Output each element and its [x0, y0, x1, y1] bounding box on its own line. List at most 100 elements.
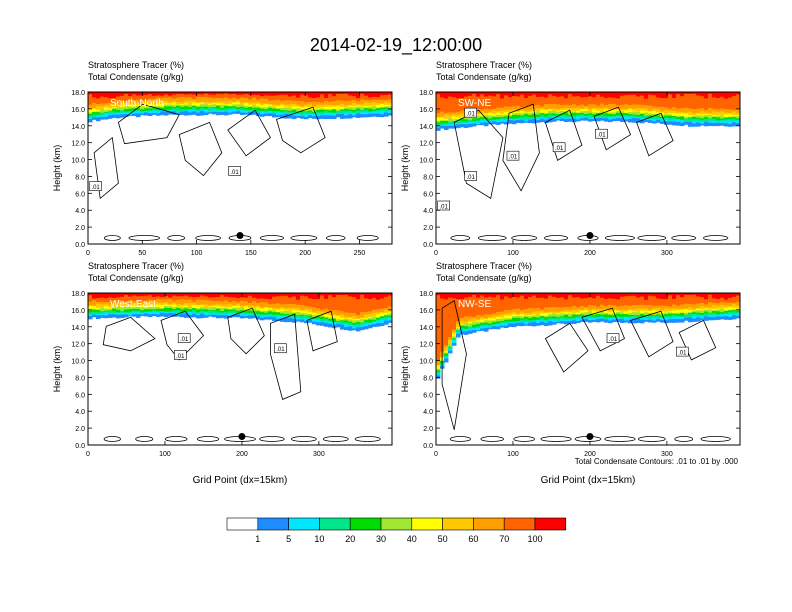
tracer-band — [120, 293, 125, 297]
panels: .01 .01 South-North Stratosphere Tracer (%)… — [52, 60, 741, 486]
tracer-band — [736, 293, 740, 296]
tracer-band — [436, 92, 441, 95]
tracer-band — [484, 293, 489, 315]
tracer-band — [660, 293, 665, 306]
tracer-band — [472, 92, 477, 111]
low-cloud-contour — [604, 235, 635, 241]
colorbar-swatch — [319, 517, 351, 531]
tracer-band — [304, 293, 309, 307]
tracer-band — [256, 92, 261, 96]
tracer-band — [344, 293, 349, 295]
tracer-band — [108, 293, 113, 302]
tracer-band — [264, 92, 269, 96]
tracer-band — [212, 293, 217, 298]
tracer-band — [380, 92, 385, 100]
tracer-band — [256, 92, 261, 100]
tracer-band — [476, 293, 481, 298]
tracer-band — [640, 293, 645, 305]
y-tick-label: 18.0 — [419, 90, 433, 97]
contour-label: .01 — [440, 205, 449, 211]
tracer-band — [128, 92, 133, 97]
contour-label: .01 — [230, 170, 239, 176]
tracer-band — [728, 293, 733, 298]
tracer-band — [516, 293, 521, 309]
tracer-band — [676, 92, 681, 109]
tracer-band — [128, 293, 133, 301]
tracer-band — [480, 92, 485, 110]
tracer-band — [692, 293, 697, 295]
tracer-band — [552, 92, 557, 96]
tracer-band — [164, 293, 169, 296]
x-tick-label: 300 — [661, 451, 673, 458]
y-tick-label: 18.0 — [71, 291, 85, 298]
plot-area: .01 .01 .01 .01 .01 .01 SW-NE — [436, 92, 740, 244]
tracer-band — [620, 293, 625, 297]
panel-0: .01 .01 South-North Stratosphere Tracer (%)… — [52, 60, 393, 257]
low-cloud-contour — [167, 235, 186, 241]
colorbar-swatch — [534, 517, 567, 531]
x-tick-label: 200 — [299, 250, 311, 257]
colorbar-label: 40 — [407, 534, 417, 544]
tracer-band — [112, 92, 117, 98]
tracer-band — [528, 92, 533, 106]
low-cloud-contour — [195, 235, 221, 241]
tracer-band — [724, 92, 729, 110]
tracer-band — [556, 293, 561, 298]
tracer-band — [124, 92, 129, 102]
tracer-band — [360, 92, 365, 100]
y-tick-label: 6.0 — [423, 191, 433, 198]
x-tick-label: 200 — [584, 451, 596, 458]
tracer-band — [700, 92, 705, 97]
y-tick-label: 6.0 — [423, 392, 433, 399]
tracer-band — [456, 293, 461, 322]
tracer-band — [452, 92, 457, 113]
tracer-band — [584, 293, 589, 307]
tracer-band — [340, 293, 345, 295]
tracer-band — [184, 92, 189, 98]
tracer-band — [536, 92, 541, 97]
tracer-band — [500, 293, 505, 300]
tracer-band — [348, 92, 353, 96]
contour-label-box — [437, 200, 450, 211]
low-cloud-contour — [322, 436, 349, 442]
tracer-band — [320, 293, 325, 296]
tracer-band — [656, 293, 661, 306]
tracer-band — [120, 92, 125, 101]
tracer-band — [724, 293, 729, 300]
tracer-band — [552, 92, 557, 104]
tracer-band — [172, 92, 177, 99]
tracer-band — [672, 92, 677, 108]
tracer-band — [688, 92, 693, 109]
tracer-band — [496, 92, 501, 95]
tracer-band — [496, 293, 501, 312]
tracer-band — [192, 92, 197, 99]
tracer-band — [508, 92, 513, 98]
condensate-contour — [269, 313, 302, 400]
tracer-band — [464, 293, 469, 298]
tracer-band — [224, 293, 229, 297]
tracer-band — [160, 92, 165, 96]
tracer-band — [716, 92, 721, 110]
tracer-band — [192, 92, 197, 95]
colorbar-swatch — [380, 517, 413, 531]
tracer-band — [236, 92, 241, 95]
location-point — [586, 433, 594, 441]
tracer-band — [640, 293, 645, 297]
low-cloud-contour — [290, 235, 318, 241]
tracer-band — [692, 293, 697, 305]
y-tick-label: 16.0 — [419, 308, 433, 315]
x-tick-label: 200 — [236, 451, 248, 458]
tracer-band — [540, 293, 545, 310]
tracer-band — [256, 293, 261, 299]
contour-label-box — [228, 166, 241, 176]
tracer-band — [368, 293, 373, 312]
tracer-band — [520, 92, 525, 108]
tracer-band — [308, 293, 313, 299]
tracer-band — [444, 92, 449, 113]
tracer-band — [600, 92, 605, 97]
tracer-band — [600, 293, 605, 305]
tracer-band — [536, 293, 541, 298]
tracer-band — [680, 92, 685, 109]
tracer-band — [240, 92, 245, 98]
colorbar-swatch — [288, 517, 320, 531]
